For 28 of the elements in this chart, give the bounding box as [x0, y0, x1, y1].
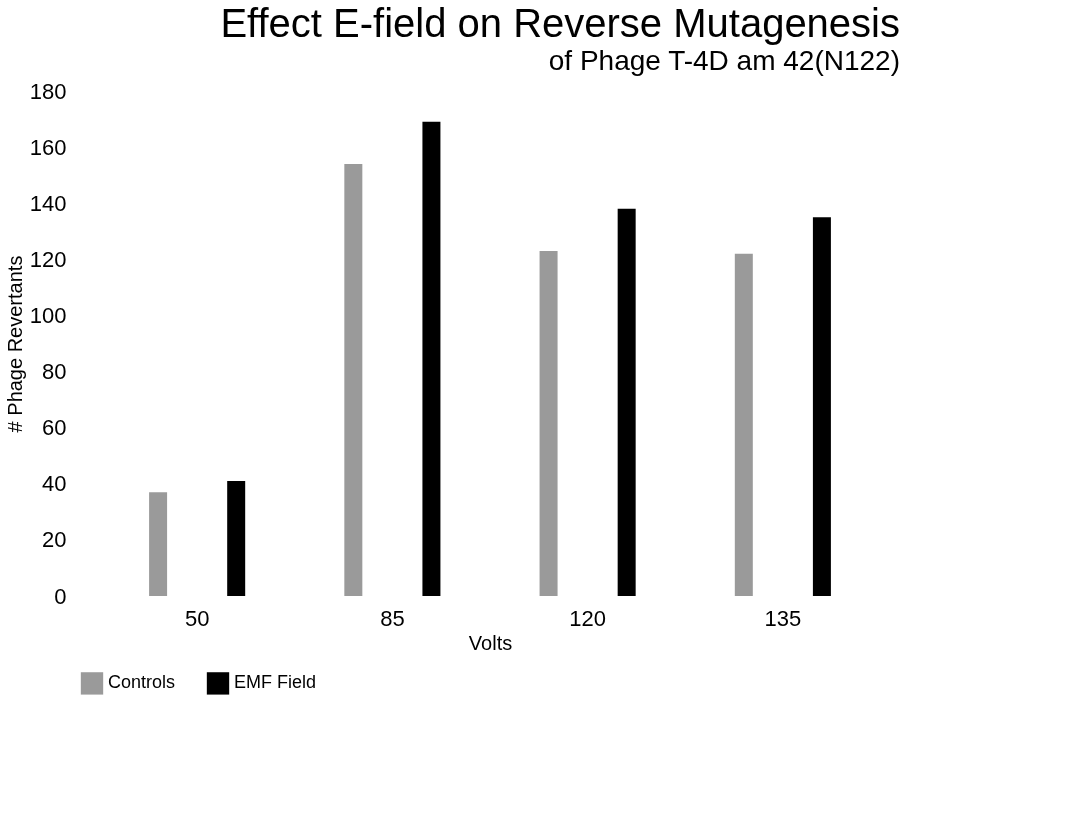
x-tick-label: 50: [184, 605, 210, 631]
y-tick-label: 100: [29, 302, 67, 328]
chart-subtitle: of Phage T-4D am 42(N122): [548, 45, 900, 76]
y-tick-label: 160: [29, 134, 67, 160]
legend-label: Controls: [108, 672, 176, 693]
y-tick-label: 20: [42, 527, 67, 553]
legend-label: EMF Field: [234, 672, 317, 693]
bar: [344, 163, 363, 596]
bar: [149, 492, 168, 596]
x-tick-label: 85: [380, 605, 405, 631]
x-tick-label: 135: [764, 605, 802, 631]
y-tick-label: 0: [54, 583, 67, 609]
x-tick-label: 120: [569, 605, 606, 631]
y-tick-label: 40: [42, 471, 67, 497]
y-tick-label: 120: [29, 246, 67, 272]
y-tick-label: 140: [29, 190, 67, 216]
bar: [812, 217, 831, 596]
bar: [227, 480, 246, 596]
x-axis-title: Volts: [468, 631, 513, 654]
bar: [422, 121, 441, 596]
chart-title: Effect E-field on Reverse Mutagenesis: [220, 1, 900, 45]
bar: [539, 250, 558, 596]
y-tick-label: 80: [42, 359, 67, 385]
bar: [734, 253, 753, 596]
y-tick-label: 60: [42, 415, 67, 441]
y-axis-title: # Phage Revertants: [3, 255, 26, 433]
bar: [617, 208, 636, 596]
y-tick-label: 180: [29, 78, 67, 104]
